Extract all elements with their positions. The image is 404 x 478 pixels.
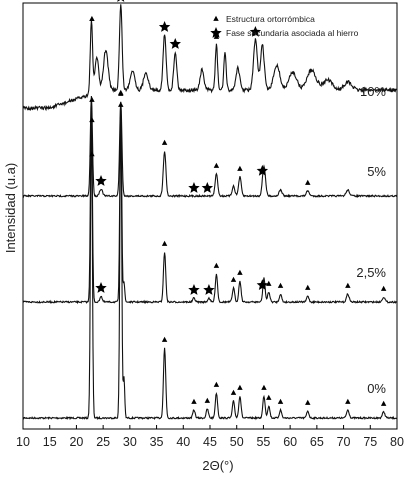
secondary-phase-marker xyxy=(188,284,200,295)
orthorhombic-marker xyxy=(266,394,272,400)
orthorhombic-marker xyxy=(161,240,168,246)
secondary-phase-marker xyxy=(95,175,107,186)
orthorhombic-marker xyxy=(277,398,284,404)
traces-layer xyxy=(22,4,398,421)
x-tick-label: 30 xyxy=(123,435,137,449)
secondary-phase-marker xyxy=(169,38,181,49)
orthorhombic-marker xyxy=(89,96,95,102)
orthorhombic-marker xyxy=(277,282,284,288)
legend-label-secondary: Fase secundaria asociada al hierro xyxy=(226,28,359,38)
y-axis-title: Intensidad (u.a) xyxy=(3,163,18,253)
secondary-phase-marker xyxy=(256,164,269,176)
orthorhombic-marker xyxy=(305,179,311,185)
x-axis: 10 15 20 25 30 35 40 45 50 55 60 65 70 75 80 xyxy=(16,425,404,449)
orthorhombic-marker xyxy=(237,165,243,171)
secondary-phase-marker xyxy=(158,21,171,32)
orthorhombic-marker xyxy=(204,397,211,403)
orthorhombic-marker xyxy=(261,384,267,390)
legend-triangle-icon xyxy=(213,15,219,21)
legend-star-icon xyxy=(210,27,222,38)
orthorhombic-marker xyxy=(213,262,220,268)
orthorhombic-marker xyxy=(89,116,95,123)
series-label-2-5: 2,5% xyxy=(356,265,386,280)
x-tick-label: 20 xyxy=(69,435,83,449)
secondary-phase-marker xyxy=(201,182,214,193)
x-tick-label: 50 xyxy=(230,435,244,449)
orthorhombic-marker xyxy=(230,389,237,395)
x-tick-label: 80 xyxy=(390,435,404,449)
plot-frame xyxy=(22,2,398,430)
trace-0 xyxy=(22,113,398,421)
legend-label-orthorhombic: Estructura ortorrómbica xyxy=(226,14,315,24)
orthorhombic-marker xyxy=(161,336,168,342)
x-tick-label: 70 xyxy=(337,435,351,449)
orthorhombic-marker xyxy=(380,285,387,291)
x-tick-label: 55 xyxy=(256,435,270,449)
trace-5 xyxy=(22,95,398,199)
orthorhombic-marker xyxy=(266,280,272,286)
secondary-phase-marker xyxy=(249,25,262,37)
trace-10 xyxy=(22,4,398,112)
orthorhombic-marker xyxy=(345,282,351,288)
series-label-10: 10% xyxy=(360,84,386,99)
x-tick-label: 40 xyxy=(176,435,190,449)
x-axis-title: 2Θ(°) xyxy=(202,458,233,473)
series-labels: 10% 5% 2,5% 0% xyxy=(356,84,386,396)
x-tick-label: 25 xyxy=(96,435,110,449)
orthorhombic-marker xyxy=(305,284,311,290)
orthorhombic-marker xyxy=(305,399,311,405)
orthorhombic-marker xyxy=(161,139,168,145)
orthorhombic-marker xyxy=(230,276,237,282)
series-label-0: 0% xyxy=(367,381,386,396)
series-label-5: 5% xyxy=(367,164,386,179)
trace-25 xyxy=(22,98,398,305)
orthorhombic-marker xyxy=(89,15,95,22)
secondary-phase-marker xyxy=(117,0,125,2)
orthorhombic-marker xyxy=(191,398,197,404)
orthorhombic-marker xyxy=(89,151,95,157)
orthorhombic-marker xyxy=(118,101,124,107)
orthorhombic-marker xyxy=(213,33,220,39)
x-tick-label: 65 xyxy=(310,435,324,449)
orthorhombic-marker xyxy=(213,381,220,387)
orthorhombic-marker xyxy=(380,400,387,406)
orthorhombic-marker xyxy=(118,89,124,95)
x-tick-label: 35 xyxy=(150,435,164,449)
x-tick-label: 15 xyxy=(43,435,57,449)
secondary-phase-marker xyxy=(256,279,269,291)
x-tick-label: 10 xyxy=(16,435,30,449)
secondary-phase-marker xyxy=(95,282,107,293)
secondary-phase-marker xyxy=(188,182,200,193)
orthorhombic-marker xyxy=(345,398,351,404)
secondary-phase-marker xyxy=(203,284,215,295)
orthorhombic-marker xyxy=(237,384,243,390)
x-tick-label: 75 xyxy=(363,435,377,449)
markers-layer xyxy=(89,0,387,406)
legend: Estructura ortorrómbica Fase secundaria … xyxy=(210,14,359,38)
x-tick-label: 45 xyxy=(203,435,217,449)
x-tick-label: 60 xyxy=(283,435,297,449)
orthorhombic-marker xyxy=(237,269,243,275)
orthorhombic-marker xyxy=(213,162,220,168)
